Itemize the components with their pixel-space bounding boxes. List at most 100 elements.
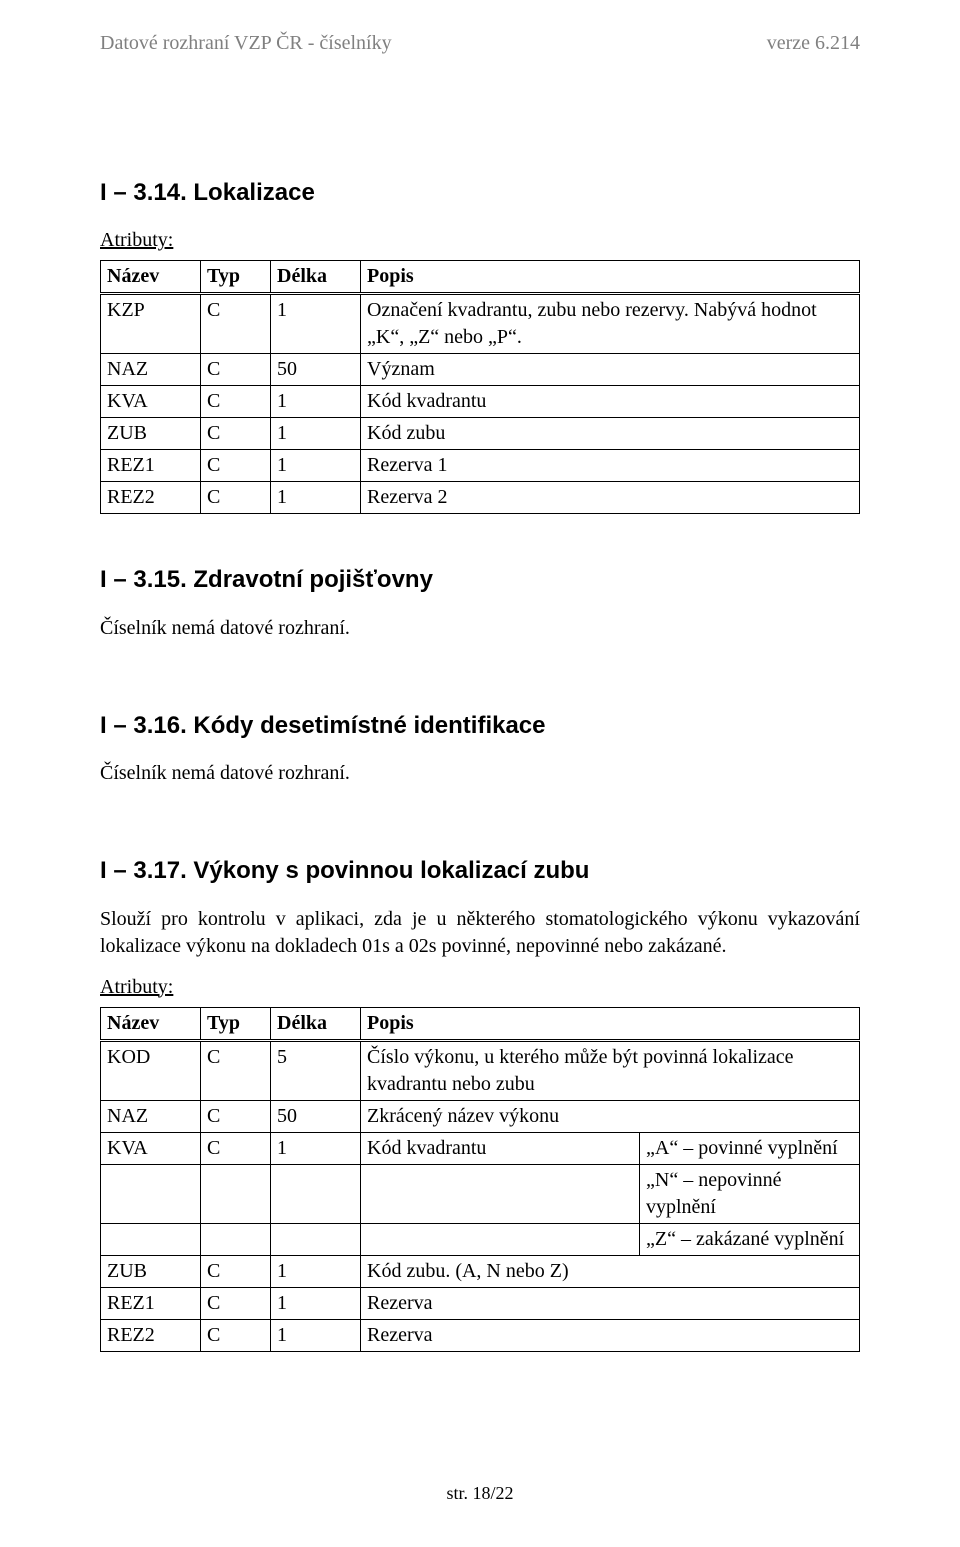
table-cell: 50	[271, 354, 361, 386]
col-delka: Délka	[271, 261, 361, 294]
table-cell: 1	[271, 294, 361, 354]
table-cell: Kód kvadrantu	[361, 1132, 640, 1164]
section-3-14-title: I – 3.14. Lokalizace	[100, 177, 860, 209]
table-cell	[271, 1223, 361, 1255]
table-cell: 1	[271, 1287, 361, 1319]
table-row: ZUBC1Kód zubu	[101, 418, 860, 450]
table-row: NAZC50Zkrácený název výkonu	[101, 1100, 860, 1132]
table-lokalizace: Název Typ Délka Popis KZPC1Označení kvad…	[100, 260, 860, 514]
table-cell: C	[201, 1040, 271, 1100]
col-typ: Typ	[201, 261, 271, 294]
attributes-label: Atributy:	[100, 974, 860, 1001]
page: Datové rozhraní VZP ČR - číselníky verze…	[0, 0, 960, 1547]
table-cell: Rezerva	[361, 1319, 860, 1351]
table-cell: C	[201, 450, 271, 482]
table-cell	[101, 1223, 201, 1255]
table-cell: Rezerva 1	[361, 450, 860, 482]
table-cell	[361, 1223, 640, 1255]
table-row: KODC5Číslo výkonu, u kterého může být po…	[101, 1040, 860, 1100]
table-header-row: Název Typ Délka Popis	[101, 261, 860, 294]
table-cell: 50	[271, 1100, 361, 1132]
table-vykony: Název Typ Délka Popis KODC5Číslo výkonu,…	[100, 1007, 860, 1352]
table-row: KVAC1Kód kvadrantu„A“ – povinné vyplnění	[101, 1132, 860, 1164]
table-cell: C	[201, 1255, 271, 1287]
table-cell: 1	[271, 418, 361, 450]
section-3-15-title: I – 3.15. Zdravotní pojišťovny	[100, 564, 860, 596]
table-cell	[101, 1164, 201, 1223]
table-row: NAZC50Význam	[101, 354, 860, 386]
table-cell: Rezerva	[361, 1287, 860, 1319]
table-row: REZ2C1Rezerva 2	[101, 482, 860, 514]
section-3-16-title: I – 3.16. Kódy desetimístné identifikace	[100, 710, 860, 742]
col-delka: Délka	[271, 1007, 361, 1040]
table-cell: Rezerva 2	[361, 482, 860, 514]
table-cell	[361, 1164, 640, 1223]
table-cell: 1	[271, 450, 361, 482]
table-cell: Kód zubu	[361, 418, 860, 450]
table-cell: Kód zubu. (A, N nebo Z)	[361, 1255, 860, 1287]
table-cell: „Z“ – zakázané vyplnění	[640, 1223, 860, 1255]
table-cell: C	[201, 1132, 271, 1164]
table-row: REZ2C1Rezerva	[101, 1319, 860, 1351]
table-cell: REZ2	[101, 482, 201, 514]
table-row: KVAC1Kód kvadrantu	[101, 386, 860, 418]
table-cell: Kód kvadrantu	[361, 386, 860, 418]
spacer	[100, 801, 860, 855]
table-cell: „N“ – nepovinné vyplnění	[640, 1164, 860, 1223]
table-cell: NAZ	[101, 1100, 201, 1132]
table-cell: Číslo výkonu, u kterého může být povinná…	[361, 1040, 860, 1100]
col-popis: Popis	[361, 1007, 860, 1040]
table-cell: KVA	[101, 386, 201, 418]
table-row: ZUBC1Kód zubu. (A, N nebo Z)	[101, 1255, 860, 1287]
table-cell: C	[201, 1100, 271, 1132]
attributes-label: Atributy:	[100, 227, 860, 254]
section-3-15-text: Číselník nemá datové rozhraní.	[100, 615, 860, 642]
table-row: REZ1C1Rezerva 1	[101, 450, 860, 482]
table-cell: 1	[271, 1132, 361, 1164]
table-cell	[271, 1164, 361, 1223]
page-header: Datové rozhraní VZP ČR - číselníky verze…	[100, 30, 860, 57]
table-cell: 1	[271, 1319, 361, 1351]
col-nazev: Název	[101, 261, 201, 294]
table-cell: C	[201, 482, 271, 514]
table-cell: KZP	[101, 294, 201, 354]
table-cell	[201, 1223, 271, 1255]
table-cell: REZ2	[101, 1319, 201, 1351]
header-left: Datové rozhraní VZP ČR - číselníky	[100, 30, 392, 57]
table-cell: 1	[271, 482, 361, 514]
header-right: verze 6.214	[767, 30, 860, 57]
table-cell: REZ1	[101, 1287, 201, 1319]
table-row: REZ1C1Rezerva	[101, 1287, 860, 1319]
table-cell	[201, 1164, 271, 1223]
table-cell: NAZ	[101, 354, 201, 386]
table-row: „Z“ – zakázané vyplnění	[101, 1223, 860, 1255]
table-cell: ZUB	[101, 418, 201, 450]
col-nazev: Název	[101, 1007, 201, 1040]
table-header-row: Název Typ Délka Popis	[101, 1007, 860, 1040]
table-row: KZPC1Označení kvadrantu, zubu nebo rezer…	[101, 294, 860, 354]
col-typ: Typ	[201, 1007, 271, 1040]
section-3-17-title: I – 3.17. Výkony s povinnou lokalizací z…	[100, 855, 860, 887]
table-cell: C	[201, 294, 271, 354]
table-cell: Význam	[361, 354, 860, 386]
table-cell: KOD	[101, 1040, 201, 1100]
table-cell: Označení kvadrantu, zubu nebo rezervy. N…	[361, 294, 860, 354]
col-popis: Popis	[361, 261, 860, 294]
table-cell: C	[201, 386, 271, 418]
table-cell: Zkrácený název výkonu	[361, 1100, 860, 1132]
table-cell: KVA	[101, 1132, 201, 1164]
table-cell: ZUB	[101, 1255, 201, 1287]
section-3-17-intro: Slouží pro kontrolu v aplikaci, zda je u…	[100, 906, 860, 960]
table-cell: C	[201, 418, 271, 450]
page-footer: str. 18/22	[0, 1481, 960, 1505]
table-cell: 1	[271, 386, 361, 418]
table-cell: C	[201, 1287, 271, 1319]
table-row: „N“ – nepovinné vyplnění	[101, 1164, 860, 1223]
table-cell: C	[201, 1319, 271, 1351]
table-cell: C	[201, 354, 271, 386]
spacer	[100, 656, 860, 710]
table-cell: „A“ – povinné vyplnění	[640, 1132, 860, 1164]
section-3-16-text: Číselník nemá datové rozhraní.	[100, 760, 860, 787]
table-cell: 5	[271, 1040, 361, 1100]
table-cell: 1	[271, 1255, 361, 1287]
